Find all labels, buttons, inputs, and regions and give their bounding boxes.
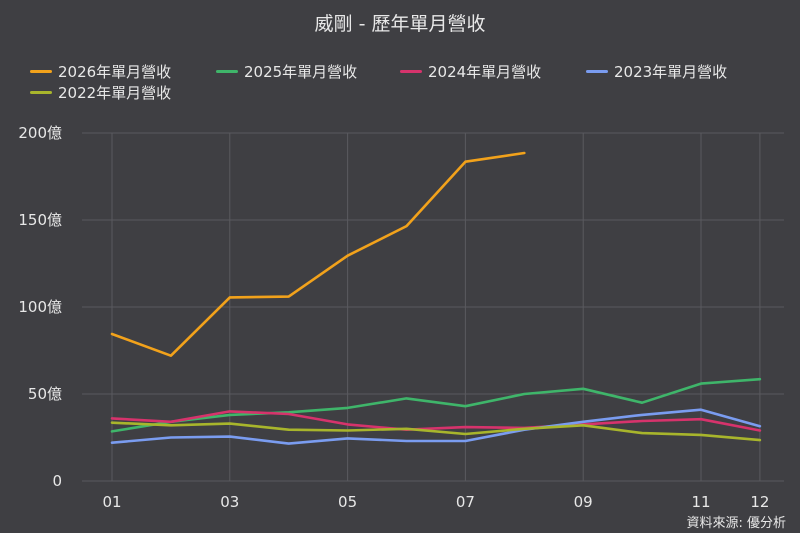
- legend-item[interactable]: 2022年單月營收: [30, 82, 171, 103]
- y-tick-label: 150億: [18, 211, 62, 229]
- x-tick-label: 01: [102, 493, 121, 511]
- legend-label: 2022年單月營收: [58, 84, 172, 102]
- legend-swatch: [30, 70, 52, 73]
- series-line-2024年單月營收: [110, 410, 762, 432]
- series-line-2025年單月營收: [110, 377, 762, 433]
- legend-item[interactable]: 2025年單月營收: [216, 61, 357, 82]
- legend-label: 2024年單月營收: [428, 63, 542, 81]
- legend-swatch: [216, 70, 238, 73]
- y-tick-label: 50億: [28, 385, 62, 403]
- legend-item[interactable]: 2026年單月營收: [30, 61, 171, 82]
- x-tick-label: 07: [456, 493, 475, 511]
- series-line-2026年單月營收: [110, 151, 526, 358]
- x-tick-label: 12: [750, 493, 769, 511]
- legend-item[interactable]: 2024年單月營收: [400, 61, 541, 82]
- y-tick-label: 100億: [18, 298, 62, 316]
- x-tick-label: 11: [691, 493, 710, 511]
- chart-title: 威剛 - 歷年單月營收: [314, 13, 486, 35]
- legend-label: 2026年單月營收: [58, 63, 172, 81]
- legend-label: 2025年單月營收: [244, 63, 358, 81]
- series-line-2023年單月營收: [110, 408, 762, 445]
- legend-label: 2023年單月營收: [614, 63, 728, 81]
- legend-swatch: [400, 70, 422, 73]
- x-tick-label: 09: [574, 493, 593, 511]
- legend-swatch: [586, 70, 608, 73]
- source-note: 資料來源: 優分析: [686, 516, 786, 531]
- x-tick-label: 03: [220, 493, 239, 511]
- legend-item[interactable]: 2023年單月營收: [586, 61, 727, 82]
- series-line-2022年單月營收: [110, 421, 762, 442]
- x-tick-label: 05: [338, 493, 357, 511]
- y-tick-label: 200億: [18, 124, 62, 142]
- legend-swatch: [30, 91, 52, 94]
- y-tick-label: 0: [52, 472, 62, 490]
